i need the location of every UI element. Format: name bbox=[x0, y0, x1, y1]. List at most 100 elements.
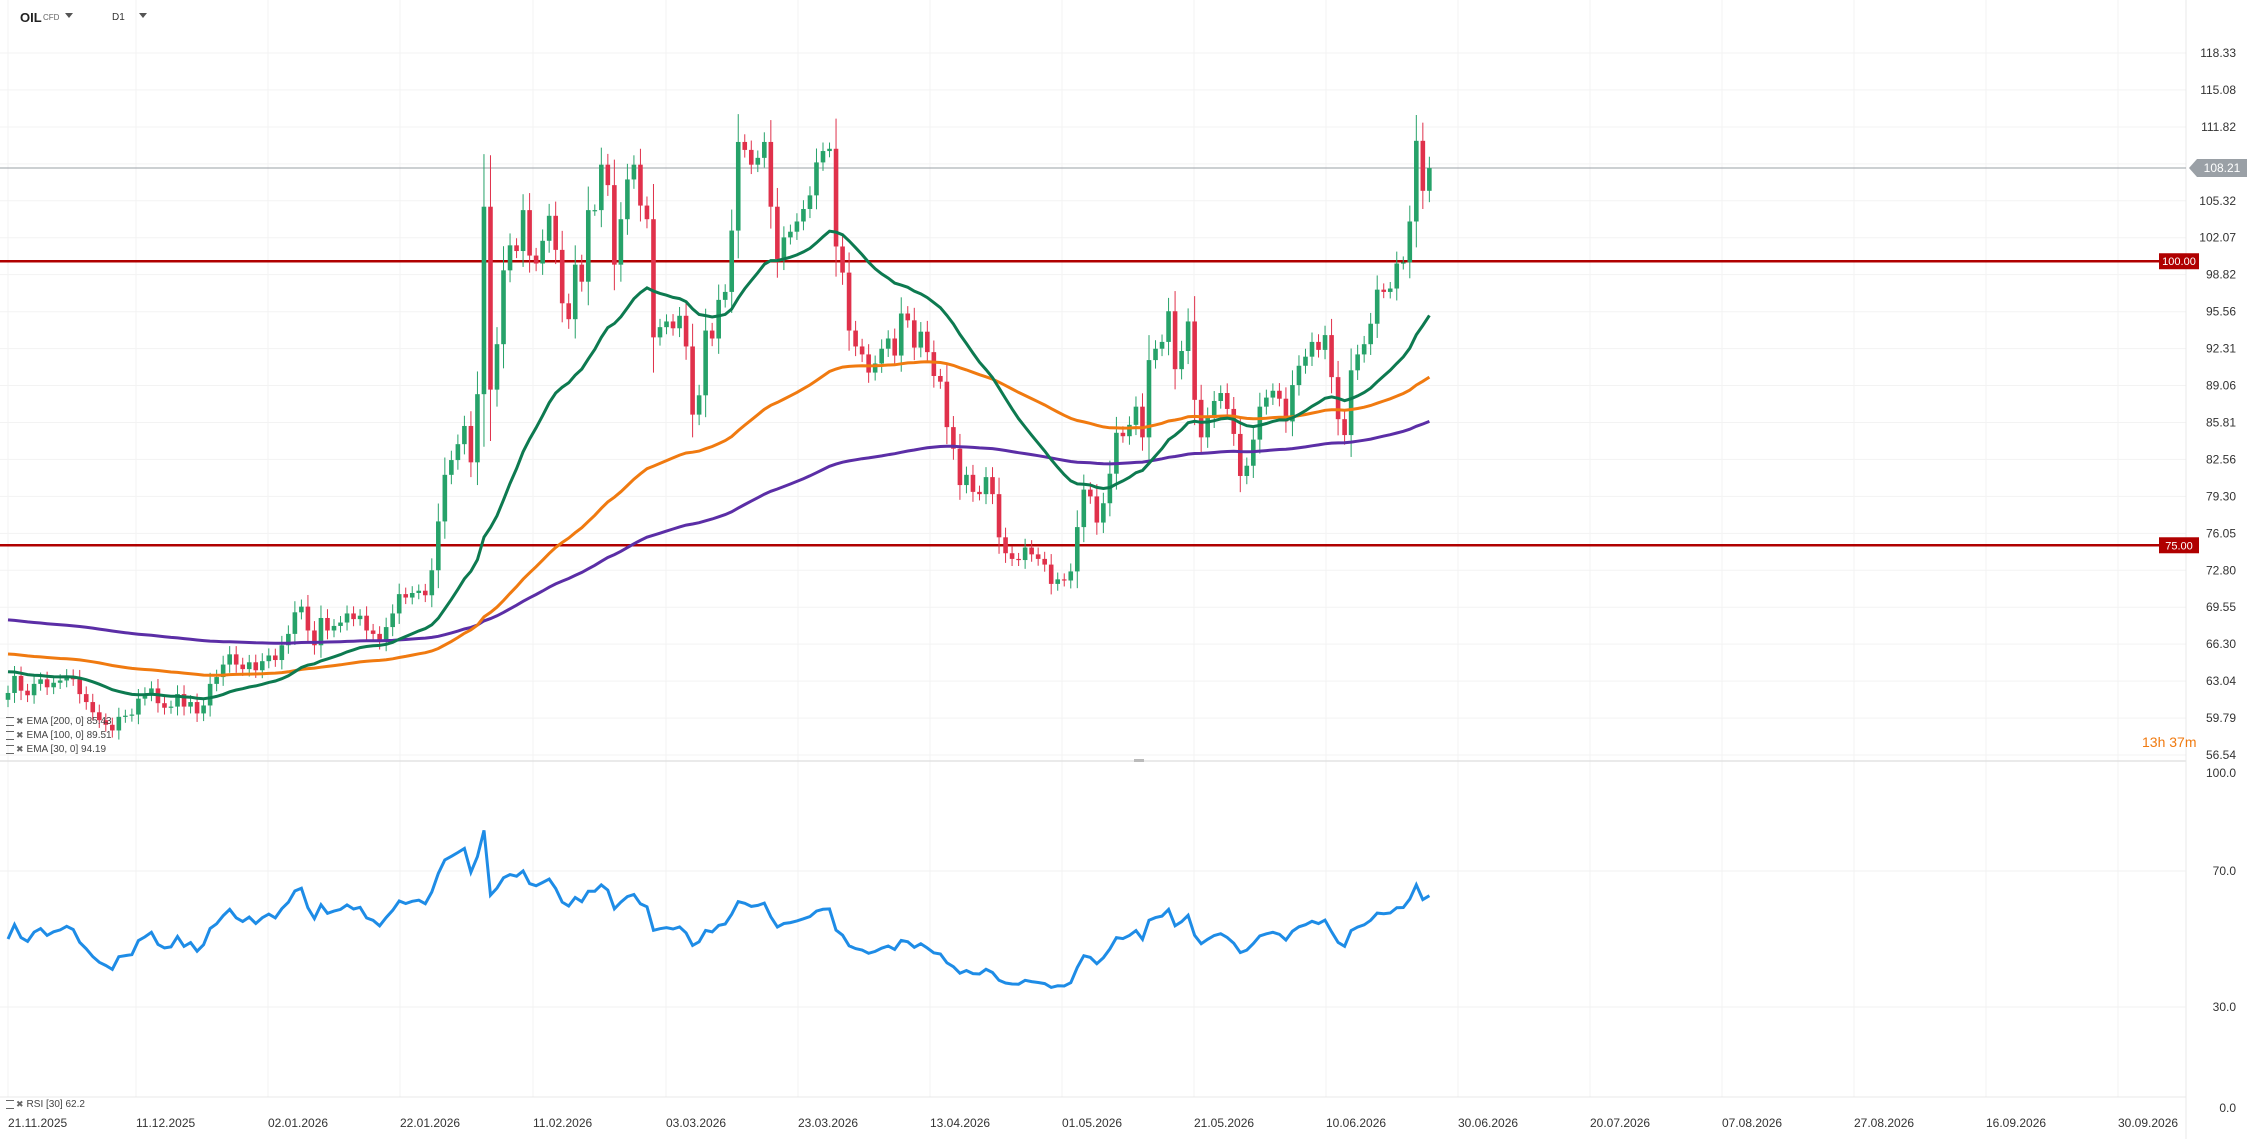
symbol-label[interactable]: OIL bbox=[20, 10, 42, 25]
candle-body[interactable] bbox=[1172, 311, 1178, 370]
candle-body[interactable] bbox=[1244, 465, 1250, 476]
candle-body[interactable] bbox=[286, 633, 291, 646]
candle-body[interactable] bbox=[996, 494, 1002, 538]
candle-body[interactable] bbox=[136, 698, 141, 715]
candle-body[interactable] bbox=[872, 363, 878, 373]
candle-body[interactable] bbox=[1146, 360, 1152, 438]
candle-body[interactable] bbox=[25, 690, 30, 696]
candle-body[interactable] bbox=[1283, 398, 1289, 422]
candle-body[interactable] bbox=[1055, 579, 1061, 584]
candle-body[interactable] bbox=[931, 352, 937, 376]
candle-body[interactable] bbox=[351, 613, 356, 620]
candle-body[interactable] bbox=[677, 315, 682, 329]
candle-body[interactable] bbox=[559, 249, 565, 304]
candle-body[interactable] bbox=[690, 346, 695, 415]
candle-body[interactable] bbox=[644, 205, 650, 220]
candle-body[interactable] bbox=[905, 313, 911, 321]
candle-body[interactable] bbox=[1387, 288, 1393, 292]
candle-body[interactable] bbox=[1224, 393, 1230, 409]
candle-body[interactable] bbox=[1264, 397, 1269, 407]
candle-body[interactable] bbox=[1407, 221, 1413, 263]
candle-body[interactable] bbox=[957, 448, 963, 486]
candle-body[interactable] bbox=[670, 321, 676, 329]
candle-body[interactable] bbox=[879, 348, 884, 364]
candle-body[interactable] bbox=[1133, 406, 1139, 425]
ema100-line[interactable] bbox=[7, 360, 1431, 677]
candle-body[interactable] bbox=[983, 477, 989, 495]
list-icon[interactable] bbox=[6, 716, 14, 726]
candle-body[interactable] bbox=[142, 694, 148, 699]
candle-body[interactable] bbox=[1303, 356, 1308, 366]
candle-body[interactable] bbox=[123, 715, 128, 717]
candle-body[interactable] bbox=[318, 617, 324, 646]
candle-body[interactable] bbox=[1237, 433, 1243, 476]
candle-body[interactable] bbox=[51, 682, 56, 688]
candle-body[interactable] bbox=[1009, 553, 1015, 559]
candle-body[interactable] bbox=[911, 320, 917, 348]
candle-body[interactable] bbox=[1120, 432, 1126, 437]
candle-body[interactable] bbox=[220, 664, 226, 678]
candle-body[interactable] bbox=[605, 164, 611, 186]
candle-body[interactable] bbox=[357, 615, 363, 620]
candle-body[interactable] bbox=[599, 164, 604, 211]
candle-body[interactable] bbox=[748, 149, 754, 165]
candle-body[interactable] bbox=[520, 210, 526, 252]
candle-body[interactable] bbox=[951, 427, 956, 449]
candle-body[interactable] bbox=[755, 157, 761, 165]
candle-body[interactable] bbox=[273, 655, 278, 661]
candle-body[interactable] bbox=[344, 613, 350, 623]
list-icon[interactable] bbox=[6, 730, 14, 740]
candle-body[interactable] bbox=[618, 219, 624, 265]
candle-body[interactable] bbox=[540, 240, 545, 264]
candle-body[interactable] bbox=[638, 164, 643, 206]
candle-body[interactable] bbox=[1166, 311, 1171, 342]
candle-body[interactable] bbox=[233, 654, 239, 665]
candle-body[interactable] bbox=[175, 694, 180, 707]
candle-body[interactable] bbox=[1277, 390, 1282, 399]
legend-ema200[interactable]: ✖ EMA [200, 0] 85.43 bbox=[6, 715, 112, 728]
candle-body[interactable] bbox=[977, 491, 982, 495]
candle-body[interactable] bbox=[383, 627, 389, 642]
candle-body[interactable] bbox=[1374, 289, 1380, 324]
candle-body[interactable] bbox=[885, 338, 891, 349]
candle-body[interactable] bbox=[429, 570, 435, 596]
candle-body[interactable] bbox=[1309, 341, 1315, 357]
candle-body[interactable] bbox=[1198, 399, 1204, 438]
candle-body[interactable] bbox=[788, 231, 793, 238]
ema200-line[interactable] bbox=[7, 420, 1430, 645]
candle-body[interactable] bbox=[181, 694, 187, 707]
candle-body[interactable] bbox=[833, 148, 839, 247]
candle-body[interactable] bbox=[631, 164, 637, 180]
candle-body[interactable] bbox=[1400, 262, 1406, 264]
candle-body[interactable] bbox=[77, 679, 83, 695]
candle-body[interactable] bbox=[416, 590, 422, 593]
candle-body[interactable] bbox=[1048, 564, 1054, 584]
list-icon[interactable] bbox=[6, 744, 14, 754]
candle-body[interactable] bbox=[507, 245, 513, 271]
candle-body[interactable] bbox=[207, 683, 213, 706]
candle-body[interactable] bbox=[299, 606, 304, 613]
candle-body[interactable] bbox=[246, 662, 252, 670]
candle-body[interactable] bbox=[703, 330, 708, 396]
candle-body[interactable] bbox=[846, 272, 852, 331]
candle-body[interactable] bbox=[964, 474, 969, 486]
candle-body[interactable] bbox=[83, 694, 89, 703]
candle-body[interactable] bbox=[259, 661, 265, 671]
candle-body[interactable] bbox=[1094, 496, 1100, 523]
candle-body[interactable] bbox=[149, 688, 154, 695]
candle-body[interactable] bbox=[240, 664, 246, 670]
candle-body[interactable] bbox=[1068, 571, 1074, 581]
pane-resize-handle[interactable] bbox=[1134, 759, 1144, 762]
candle-body[interactable] bbox=[462, 425, 467, 445]
candle-body[interactable] bbox=[1127, 424, 1132, 437]
candle-body[interactable] bbox=[1185, 321, 1191, 352]
candle-body[interactable] bbox=[1348, 370, 1354, 436]
candle-body[interactable] bbox=[1140, 406, 1145, 438]
candle-body[interactable] bbox=[129, 714, 135, 716]
candle-body[interactable] bbox=[38, 679, 43, 684]
candle-body[interactable] bbox=[1022, 547, 1028, 561]
candle-body[interactable] bbox=[1218, 393, 1224, 401]
candle-body[interactable] bbox=[781, 237, 787, 259]
candle-body[interactable] bbox=[938, 375, 943, 382]
candle-body[interactable] bbox=[898, 313, 904, 356]
